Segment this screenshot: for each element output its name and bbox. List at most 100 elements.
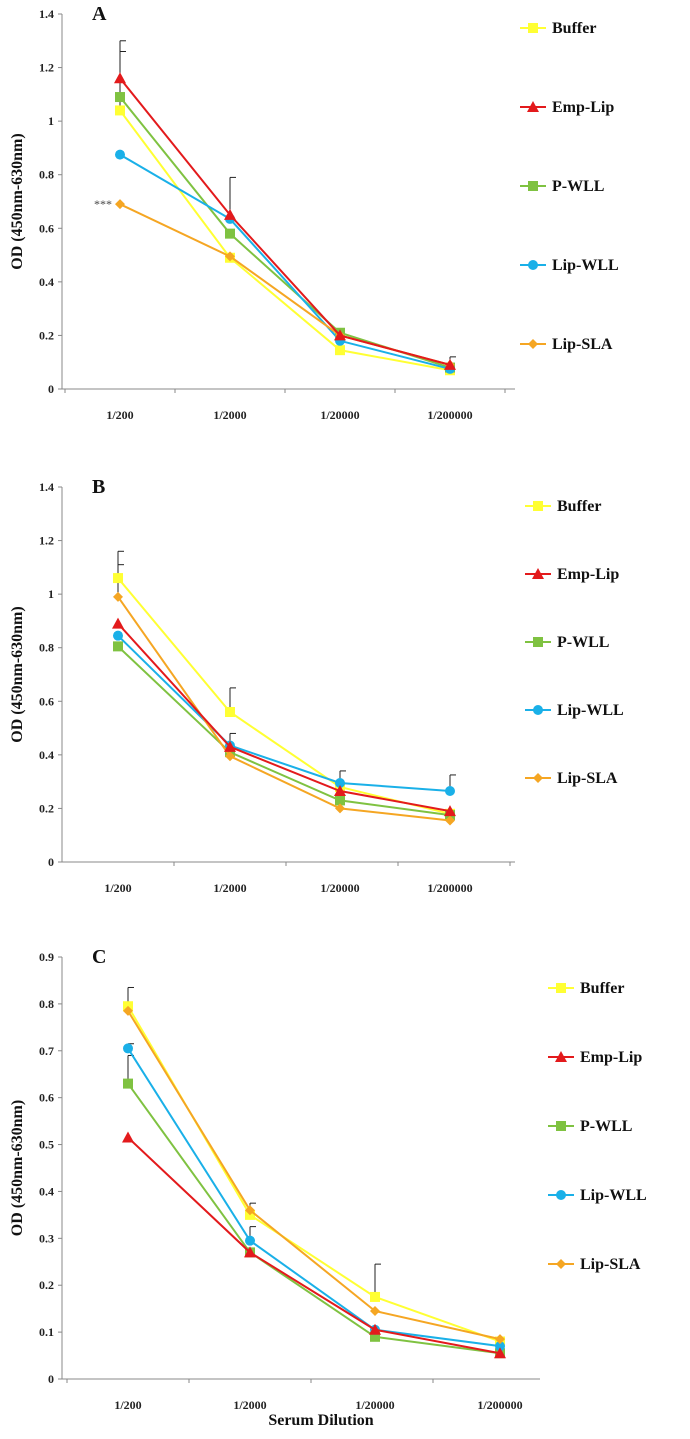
- legend-marker: [528, 181, 538, 191]
- legend-item-emp-lip: Emp-Lip: [548, 1049, 642, 1066]
- data-point: [123, 1078, 133, 1089]
- legend-item-p-wll: P-WLL: [548, 1118, 632, 1135]
- x-tick-label: 1/200000: [427, 408, 472, 422]
- data-point: [225, 228, 235, 239]
- y-tick-label: 0: [48, 1372, 54, 1386]
- legend-marker: [532, 568, 544, 579]
- legend-item-lip-sla: Lip-SLA: [520, 336, 613, 353]
- y-tick-label: 0.8: [39, 997, 54, 1011]
- chart-panel-b: 0 0.2 0.4 0.6 0.8 1 1.2 1.4 1/200 1/2000 1/20000 1/…: [9, 476, 624, 895]
- y-tick-label: 0.5: [39, 1138, 54, 1152]
- x-axis-label: Serum Dilution: [268, 1412, 373, 1429]
- y-tick-label: 0.1: [39, 1325, 54, 1339]
- legend-label: Lip-WLL: [552, 257, 619, 274]
- legend-label: Lip-WLL: [557, 702, 624, 719]
- y-tick-label: 1.4: [39, 7, 54, 21]
- series-lip-sla: [113, 591, 455, 826]
- legend-label: P-WLL: [557, 634, 609, 651]
- y-tick-label: 1.4: [39, 480, 54, 494]
- legend-marker: [556, 983, 566, 993]
- x-tick-label: 1/200000: [477, 1398, 522, 1412]
- y-axis-label: OD (450nm-630nm): [9, 606, 26, 742]
- data-point: [444, 805, 456, 817]
- data-point: [334, 329, 346, 341]
- data-point: [115, 105, 125, 116]
- data-point: [335, 803, 345, 814]
- legend-marker: [533, 773, 543, 783]
- y-tick-label: 0.9: [39, 950, 54, 964]
- legend-marker: [533, 501, 543, 511]
- series-lip-sla: [123, 1005, 505, 1345]
- legend-label: Buffer: [552, 20, 596, 37]
- legend-marker: [556, 1190, 566, 1200]
- legend-marker: [527, 101, 539, 112]
- legend-item-lip-wll: Lip-WLL: [520, 257, 619, 274]
- y-tick-label: 0.4: [39, 1184, 54, 1198]
- series-line: [119, 153, 451, 370]
- panel-label: A: [92, 3, 107, 25]
- legend-label: Emp-Lip: [552, 99, 614, 116]
- legend-item-p-wll: P-WLL: [520, 178, 604, 195]
- series-line: [119, 109, 451, 372]
- legend-label: Lip-SLA: [580, 1256, 641, 1273]
- y-tick-label: 0.6: [39, 1091, 54, 1105]
- series-line: [127, 1136, 501, 1355]
- data-point: [335, 345, 345, 356]
- legend-label: Lip-SLA: [557, 770, 618, 787]
- x-tick-label: 1/20000: [355, 1398, 394, 1412]
- legend-item-buffer: Buffer: [520, 20, 596, 37]
- data-point: [445, 815, 455, 826]
- legend-item-lip-sla: Lip-SLA: [525, 770, 618, 787]
- legend-marker: [528, 23, 538, 33]
- legend-label: Emp-Lip: [557, 566, 619, 583]
- data-point: [123, 1005, 133, 1016]
- legend-item-emp-lip: Emp-Lip: [525, 566, 619, 583]
- legend-marker: [533, 705, 543, 715]
- series-emp-lip: [122, 1131, 506, 1359]
- y-tick-label: 1.2: [39, 61, 54, 75]
- series-p-wll: [123, 1078, 505, 1359]
- data-point: [335, 777, 345, 788]
- y-tick-label: 0.4: [39, 748, 54, 762]
- series-line: [127, 1010, 501, 1341]
- series-buffer: [115, 105, 455, 376]
- series-line: [117, 645, 451, 817]
- series-lip-wll: [115, 149, 455, 374]
- x-tick-label: 1/2000: [213, 408, 246, 422]
- data-point: [224, 208, 236, 220]
- legend-label: Buffer: [557, 498, 601, 515]
- series-lip-wll: [113, 630, 455, 797]
- y-tick-label: 0: [48, 855, 54, 869]
- data-point: [370, 1306, 380, 1317]
- y-tick-label: 0.8: [39, 641, 54, 655]
- series-emp-lip: [112, 617, 456, 817]
- data-point: [113, 573, 123, 584]
- y-tick-label: 0.6: [39, 221, 54, 235]
- chart-panel-c: 0 0.1 0.2 0.3 0.4 0.5 0.6 0.7 0.8 0.9 1/200 1/2000 1…: [9, 946, 647, 1429]
- panel-label: B: [92, 476, 105, 498]
- x-tick-label: 1/200: [114, 1398, 141, 1412]
- legend-item-lip-sla: Lip-SLA: [548, 1256, 641, 1273]
- series-p-wll: [113, 641, 455, 821]
- significance-annotation: ***: [94, 197, 112, 211]
- x-tick-label: 1/200: [104, 881, 131, 895]
- data-point: [445, 786, 455, 797]
- y-tick-label: 0: [48, 382, 54, 396]
- legend-item-p-wll: P-WLL: [525, 634, 609, 651]
- data-point: [245, 1205, 255, 1216]
- y-tick-label: 1: [48, 114, 54, 128]
- y-tick-label: 0.4: [39, 275, 54, 289]
- data-point: [370, 1291, 380, 1302]
- x-tick-label: 1/200: [106, 408, 133, 422]
- data-point: [114, 72, 126, 84]
- data-point: [334, 785, 346, 797]
- data-point: [115, 92, 125, 103]
- data-point: [444, 358, 456, 370]
- data-point: [113, 630, 123, 641]
- legend-item-lip-wll: Lip-WLL: [525, 702, 624, 719]
- legend-label: P-WLL: [552, 178, 604, 195]
- legend-item-emp-lip: Emp-Lip: [520, 99, 614, 116]
- series-line: [127, 1047, 501, 1348]
- series-line: [119, 96, 451, 369]
- data-point: [225, 707, 235, 717]
